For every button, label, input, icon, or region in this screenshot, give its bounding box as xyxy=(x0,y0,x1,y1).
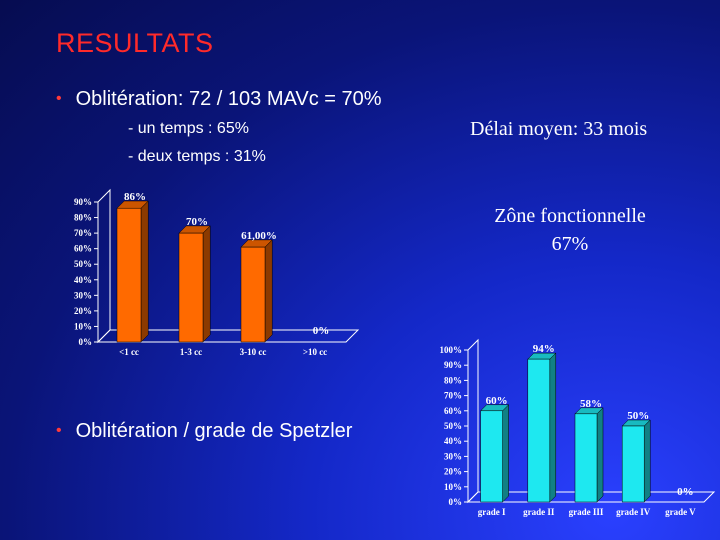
bar-side xyxy=(549,352,557,503)
y-tick-label: 50% xyxy=(74,259,92,269)
y-tick-label: 20% xyxy=(444,467,462,477)
y-tick-label: 30% xyxy=(74,290,92,300)
y-tick-label: 100% xyxy=(440,345,463,355)
y-tick-label: 90% xyxy=(444,360,462,370)
y-tick-label: 60% xyxy=(444,406,462,416)
data-label: 61,00% xyxy=(241,230,277,242)
bullet-icon: • xyxy=(56,422,62,439)
bullet-text: Oblitération / grade de Spetzler xyxy=(75,420,353,442)
bar xyxy=(116,207,142,343)
bar xyxy=(621,425,645,503)
slide-title: RESULTATS xyxy=(56,28,214,58)
bar xyxy=(240,246,266,343)
y-tick-label: 40% xyxy=(444,436,462,446)
bar-side xyxy=(202,225,211,343)
mean-delay-text: Délai moyen: 33 mois xyxy=(470,118,648,140)
bullet-icon: • xyxy=(56,90,62,107)
y-tick-label: 0% xyxy=(79,337,93,347)
y-tick-label: 80% xyxy=(74,213,92,223)
y-tick-label: 0% xyxy=(449,497,463,507)
category-label: <1 cc xyxy=(119,347,139,357)
bar-side xyxy=(502,404,509,503)
functional-zone-value: 67% xyxy=(551,233,589,255)
y-tick-label: 70% xyxy=(74,228,92,238)
data-label: 0% xyxy=(313,325,330,337)
y-tick-label: 40% xyxy=(74,275,92,285)
category-label: 3-10 cc xyxy=(240,347,267,357)
functional-zone-label: Zône fonctionnelle xyxy=(494,205,646,227)
chart-side-wall xyxy=(467,338,479,504)
bar xyxy=(574,413,598,503)
data-label: 86% xyxy=(124,191,146,203)
category-label: grade IV xyxy=(616,507,651,517)
y-tick-label: 20% xyxy=(74,306,92,316)
y-tick-label: 70% xyxy=(444,391,462,401)
bullet-obliteration-total: • Oblitération: 72 / 103 MAVc = 70% xyxy=(56,88,382,111)
bullet-obliteration-by-grade: • Oblitération / grade de Spetzler xyxy=(56,420,352,443)
bar xyxy=(480,410,503,503)
sub-item-two-steps: - deux temps : 31% xyxy=(128,148,266,165)
y-tick-label: 10% xyxy=(444,482,462,492)
data-label: 94% xyxy=(533,343,555,355)
category-label: 1-3 cc xyxy=(180,347,202,357)
category-label: grade I xyxy=(478,507,506,517)
y-tick-label: 30% xyxy=(444,451,462,461)
y-tick-label: 10% xyxy=(74,321,92,331)
bar-side xyxy=(643,419,651,503)
functional-zone-text: Zône fonctionnelle 67% xyxy=(470,202,670,258)
volume-bar-chart: 0% 10% 20% 30% 40% 50% 60% 70% 80% 90% 86% <1 cc 70%… xyxy=(74,188,360,357)
bar-side xyxy=(596,407,604,503)
bar xyxy=(178,232,204,343)
spetzler-grade-bar-chart: 0% 10% 20% 30% 40% 50% 60% 70% 80% 90% 100% 60% grad… xyxy=(440,338,716,517)
category-label: grade III xyxy=(569,507,604,517)
data-label: 0% xyxy=(677,486,694,498)
bar-side xyxy=(140,200,149,343)
sub-item-one-step: - un temps : 65% xyxy=(128,120,249,137)
bullet-text: Oblitération: 72 / 103 MAVc = 70% xyxy=(75,88,382,110)
bar-side xyxy=(264,239,273,343)
category-label: grade V xyxy=(665,507,696,517)
category-label: grade II xyxy=(523,507,555,517)
chart-side-wall xyxy=(97,188,111,344)
y-tick-label: 60% xyxy=(74,244,92,254)
y-tick-label: 90% xyxy=(74,197,92,207)
data-label: 50% xyxy=(627,410,649,422)
category-label: >10 cc xyxy=(303,347,327,357)
data-label: 58% xyxy=(580,398,602,410)
bar xyxy=(527,358,551,503)
y-tick-label: 50% xyxy=(444,421,462,431)
data-label: 60% xyxy=(486,395,508,407)
y-tick-label: 80% xyxy=(444,375,462,385)
data-label: 70% xyxy=(186,216,208,228)
